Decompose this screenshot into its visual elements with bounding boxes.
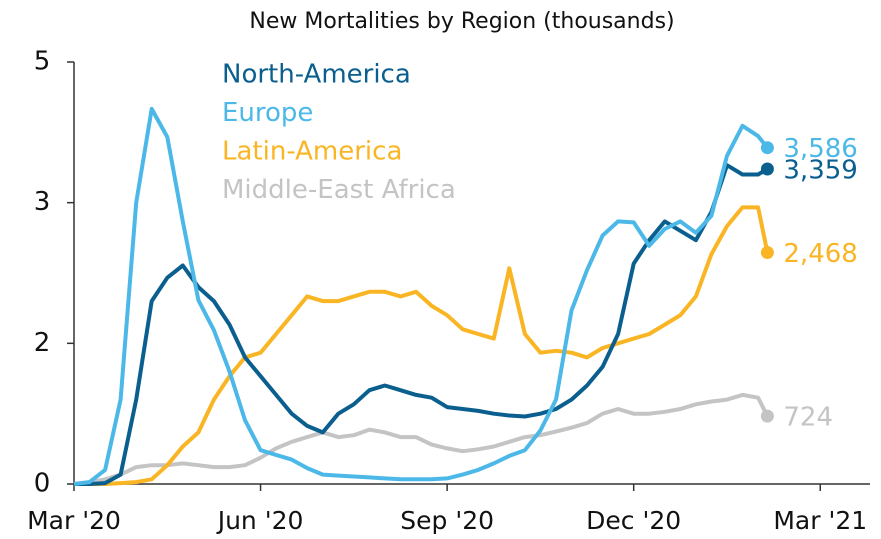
chart-title: New Mortalities by Region (thousands) (249, 9, 674, 34)
x-tick-label: Dec '20 (586, 506, 681, 535)
end-marker (760, 162, 774, 176)
end-label: 724 (783, 403, 833, 433)
x-tick-label: Mar '20 (27, 506, 121, 535)
y-tick-label: 2 (34, 328, 51, 358)
end-label: 3,586 (783, 134, 857, 164)
end-marker (760, 141, 774, 155)
end-label: 3,359 (783, 156, 857, 186)
series-line (73, 106, 769, 486)
series-line (74, 205, 770, 486)
end-marker (760, 409, 774, 423)
x-tick-label: Mar '21 (773, 506, 867, 535)
y-tick-label: 3 (34, 187, 51, 217)
legend-entry: Europe (222, 98, 313, 128)
y-tick-label: 5 (34, 47, 51, 77)
series-line (73, 392, 770, 486)
y-tick-label: 0 (34, 469, 51, 499)
legend-entry: Middle-East Africa (222, 175, 456, 205)
end-label: 2,468 (783, 239, 857, 269)
legend-entry: North-America (222, 60, 411, 90)
x-tick-label: Jun '20 (216, 506, 304, 535)
series-line (74, 163, 769, 486)
legend-entry: Latin-America (222, 137, 402, 167)
x-tick-label: Sep '20 (400, 506, 494, 535)
end-marker (760, 246, 774, 260)
